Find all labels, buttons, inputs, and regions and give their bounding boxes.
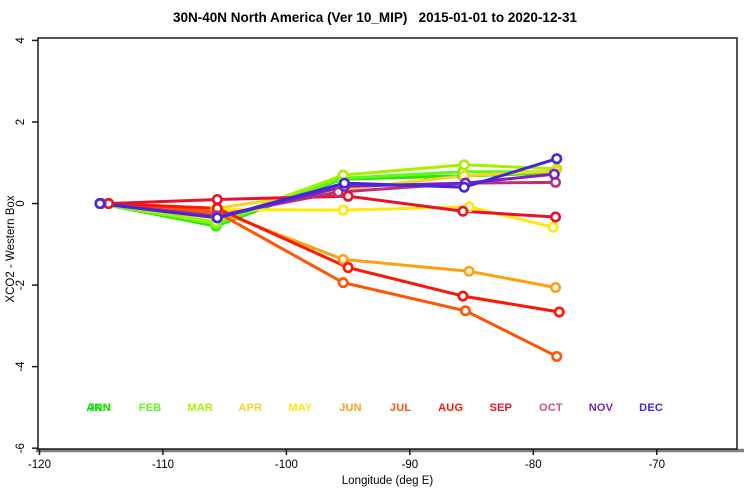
- series-point-aug: [457, 290, 469, 302]
- x-axis-title: Longitude (deg E): [341, 475, 434, 487]
- series-point-sep: [550, 211, 562, 223]
- series-point-may: [547, 221, 559, 233]
- series-point-may: [337, 204, 349, 216]
- series-point-dec: [211, 212, 223, 224]
- series-point-dec: [458, 181, 470, 193]
- y-tick-label: 0: [15, 200, 27, 206]
- x-tick-label: -70: [648, 459, 665, 471]
- series-point-jul: [459, 305, 471, 317]
- series-point-dec: [94, 198, 106, 210]
- x-tick-label: -80: [525, 459, 542, 471]
- series-point-dec: [551, 153, 563, 165]
- y-tick-label: -2: [15, 280, 27, 290]
- series-point-jun: [550, 282, 562, 294]
- series-point-dec: [338, 177, 350, 189]
- series-point-mar: [458, 159, 470, 171]
- x-tick-label: -100: [275, 459, 298, 471]
- y-tick-label: -6: [15, 443, 27, 453]
- series-point-jun: [337, 253, 349, 265]
- series-point-aug: [342, 262, 354, 274]
- series-point-sep: [211, 193, 223, 205]
- plot-box: [37, 37, 738, 450]
- series-line-aug: [107, 202, 561, 314]
- x-tick-label: -120: [28, 459, 51, 471]
- y-axis-title: XCO2 - Western Box: [5, 195, 17, 303]
- series-point-jun: [463, 265, 475, 277]
- series-point-sep: [342, 190, 354, 202]
- chart-title: 30N-40N North America (Ver 10_MIP) 2015-…: [173, 10, 577, 25]
- x-tick-label: -90: [402, 459, 419, 471]
- series-point-jul: [551, 350, 563, 362]
- y-tick-label: 2: [15, 119, 27, 125]
- series-point-aug: [553, 306, 565, 318]
- series-point-jul: [337, 277, 349, 289]
- series-point-sep: [457, 205, 469, 217]
- x-tick-label: -110: [152, 459, 174, 471]
- series-point-nov: [548, 168, 560, 180]
- series-line-jul: [107, 202, 559, 358]
- y-tick-label: -4: [15, 361, 27, 372]
- y-tick-label: 4: [15, 37, 27, 44]
